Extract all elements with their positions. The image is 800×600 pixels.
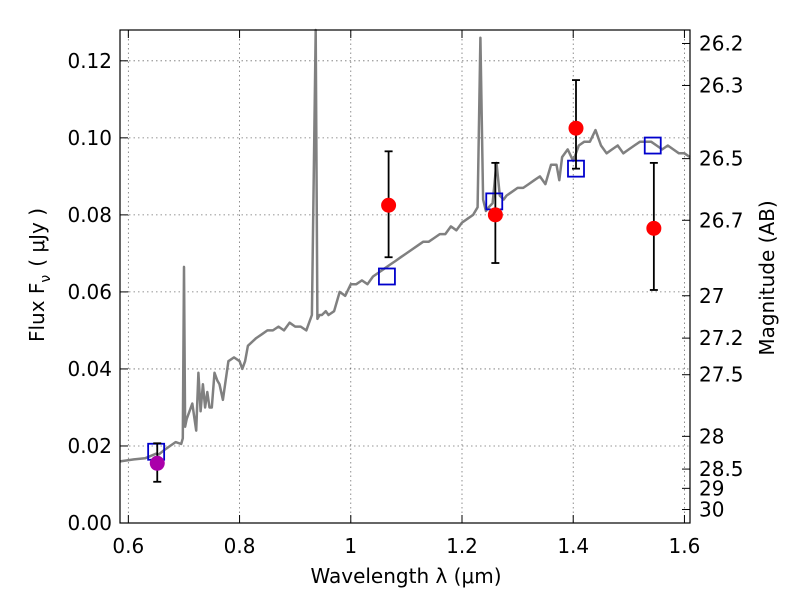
model-photometry-square [378,267,396,286]
y2-tick-label: 27.2 [699,326,744,350]
y-axis-label-subscript: ν [38,275,54,283]
x-tick-label: 1.4 [557,534,589,558]
x-tick-label: 1.2 [446,534,478,558]
y-axis-label-unit: ( μJy ) [25,208,49,267]
axis-ticks: 0.6 0.8 1 1.2 1.4 1.6 0.00 0.02 0.04 0.06 0.08 0.10… [67,30,744,558]
y-tick-label: 0.00 [67,511,112,535]
observed-photometry-point [646,220,662,236]
x-tick-label: 0.6 [112,534,144,558]
y-tick-label: 0.12 [67,49,112,73]
sed-model-line [119,28,691,463]
plot-frame [119,29,691,524]
y2-tick-label: 26.5 [699,147,744,171]
y2-tick-label: 27 [699,284,724,308]
x-tick-label: 1 [344,534,357,558]
y2-tick-label: 30 [699,498,724,522]
y-tick-label: 0.10 [67,126,112,150]
y2-axis-label: Magnitude (AB) [755,200,779,355]
y2-tick-label: 29 [699,476,724,500]
grid-lines [120,30,690,524]
y2-tick-label: 28.5 [699,457,744,481]
y2-tick-label: 27.5 [699,363,744,387]
observed-photometry-point [381,197,397,213]
y2-tick-label: 26.3 [699,73,744,97]
svg-text:Flux Fν( μJy ): Flux Fν ( μJy ) [25,208,54,342]
observed-photometry-point [568,120,584,136]
y-tick-label: 0.06 [67,280,112,304]
plot-area [119,28,691,483]
y-axis-label-main: Flux F [25,283,49,342]
model-photometry-square [643,136,662,155]
y-tick-label: 0.08 [67,203,112,227]
y-tick-label: 0.04 [67,357,112,381]
x-tick-label: 1.6 [669,534,701,558]
x-axis-label: Wavelength λ (μm) [310,564,501,588]
x-tick-label: 0.8 [224,534,256,558]
y-axis-label: Flux Fν ( μJy ) [25,208,54,342]
observed-photometry-point [487,207,503,223]
y2-tick-label: 26.7 [699,208,744,232]
observed-photometry-point [149,455,165,471]
y2-tick-label: 28 [699,424,724,448]
y-tick-label: 0.02 [67,434,112,458]
y2-tick-label: 26.2 [699,31,744,55]
